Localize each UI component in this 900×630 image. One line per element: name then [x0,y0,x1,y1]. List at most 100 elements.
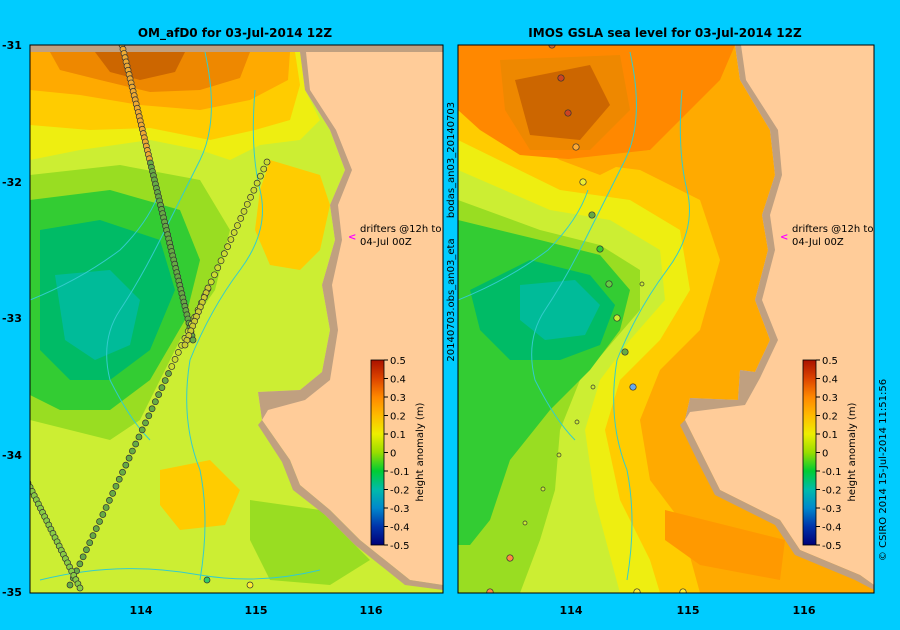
left-lon-ticks: 114 115 116 [130,604,383,617]
drifter-dot [220,250,228,257]
drifter-dot [217,257,225,265]
colorbar-tick-label: 0 [390,449,396,460]
drifter-dot [161,377,169,384]
lat-tick-label: -35 [2,586,22,599]
drifter-dot [99,511,107,518]
drifter-dot [564,109,572,117]
drifter-dot [224,243,231,250]
colorbar-label: height anomaly (m) [415,402,426,501]
drifter-dot [253,179,261,187]
colorbar-tick-label: 0.2 [390,412,406,423]
drifter-dot [203,576,211,584]
drifter-dot [102,504,110,511]
drifter-dot [579,178,587,186]
right-colorbar: 0.5 0.4 0.3 0.2 0.1 0 -0.1 -0.2 -0.3 -0.4 -0.5 hei… [802,356,858,552]
right-panel-title: IMOS GSLA sea level for 03-Jul-2014 12Z [528,26,802,40]
drifter-dot [590,384,596,390]
colorbar-tick-label: 0.3 [822,393,838,404]
left-map-panel: OM_afD0 for 03-Jul-2014 12Z -31 -32 -33 … [2,26,444,617]
drifter-dot [596,245,604,253]
drifter-dot [152,398,159,406]
drifter-dot [86,539,94,547]
drifter-dot [76,584,84,592]
colorbar-tick-label: 0 [822,449,828,460]
lat-tick-label: -34 [2,449,22,462]
lon-tick-label: 114 [560,604,583,617]
drifter-dot [115,475,123,483]
left-drifter-annotation: < drifters @12h to 04-Jul 00Z [348,224,441,248]
drifter-dot [548,45,556,49]
drifter-dot [106,497,113,504]
drifter-dot [243,200,251,208]
drifter-dot [486,588,494,593]
drifter-dot [633,588,641,593]
colorbar-tick-label: 0.5 [390,356,406,367]
colorbar-label: height anomaly (m) [847,402,858,501]
colorbar-tick-label: 0.4 [390,375,406,386]
drifter-dot [246,581,254,589]
colorbar-tick-label: -0.3 [390,504,410,515]
drifter-dot [250,186,258,194]
drifter-dot [135,433,143,441]
drifter-dot [89,532,97,540]
drifter-dot [257,172,264,180]
drifter-dot [556,452,562,458]
drifter-markers [30,45,271,592]
colorbar-tick-label: -0.4 [822,523,842,534]
drifter-dot [230,229,238,236]
drifter-dot [214,264,222,272]
drifter-dot [234,222,241,229]
drifter-dot [96,518,103,525]
arrow-icon: < [780,232,788,243]
left-map-frame [29,44,444,594]
arrow-icon: < [348,232,356,243]
colorbar-tick-label: 0.2 [822,412,838,423]
drifter-dot [168,363,176,370]
drifter-dot [613,314,621,322]
drifter-dot [83,546,90,554]
drifter-dot [679,588,687,593]
drifter-dot [639,281,645,287]
colorbar-tick-label: -0.2 [822,486,842,497]
drifter-dot [181,341,189,349]
drifter-dot [605,280,613,288]
drifter-dot [621,348,629,356]
lat-tick-label: -32 [2,176,22,189]
colorbar-tick-label: 0.5 [822,356,838,367]
drifter-dot [175,349,182,356]
drifter-dot [122,461,130,469]
drifter-dot [574,419,580,425]
drifter-dot [572,143,580,151]
lon-tick-label: 114 [130,604,153,617]
left-lat-ticks: -31 -32 -33 -34 -35 [2,39,22,599]
drifter-dot [171,356,179,363]
drifter-dot [92,525,100,532]
annotation-line-2: 04-Jul 00Z [792,237,844,248]
lon-tick-label: 115 [677,604,700,617]
right-drifter-annotation: < drifters @12h to 04-Jul 00Z [780,224,873,248]
colorbar-tick-label: 0.3 [390,393,406,404]
drifter-dot [240,208,248,215]
lon-tick-label: 115 [245,604,268,617]
colorbar-tick-label: 0.1 [822,430,838,441]
colorbar-tick-label: -0.1 [822,467,842,478]
colorbar-tick-label: 0.4 [822,375,838,386]
colorbar-tick-label: -0.2 [390,486,410,497]
drifter-dot [112,482,120,490]
drifter-dot [247,193,254,201]
drifter-dot [145,412,153,420]
drifter-dot [125,454,133,462]
colorbar-tick-label: -0.1 [390,467,410,478]
annotation-line-1: drifters @12h to [360,224,441,235]
drifter-dot [165,370,172,377]
colorbar-tick-label: -0.3 [822,504,842,515]
drifter-dot [211,271,218,279]
drifter-dot [132,440,140,448]
annotation-line-1: drifters @12h to [792,224,873,235]
lon-tick-label: 116 [360,604,383,617]
side-run-label-2: bodas_an03_20140703 [446,102,457,218]
colorbar-tick-label: 0.1 [390,430,406,441]
drifter-dot [142,419,149,427]
drifter-dot [148,405,156,413]
